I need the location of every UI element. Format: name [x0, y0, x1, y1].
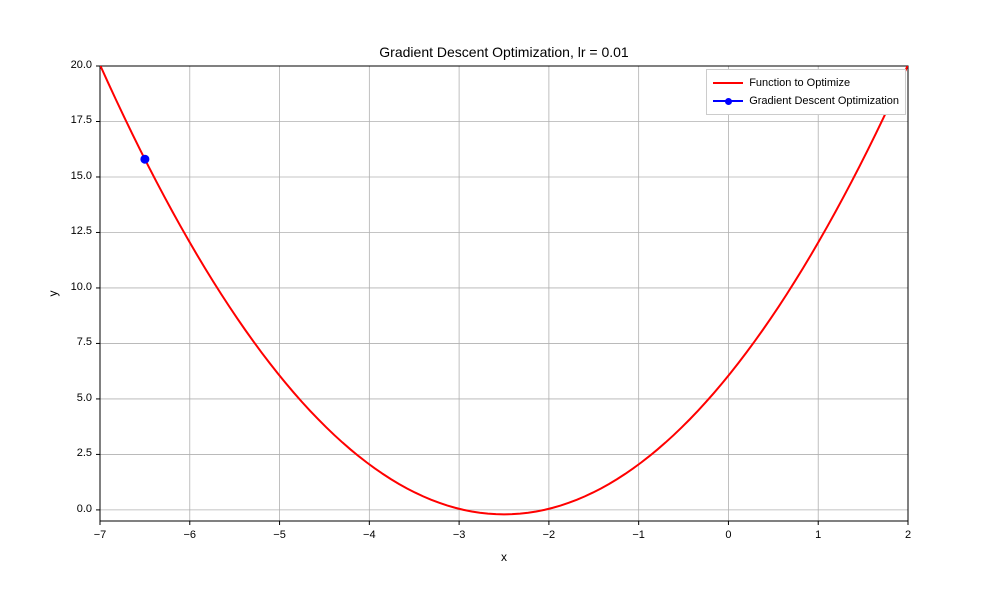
x-tick-label: −1: [619, 529, 659, 541]
x-tick-label: 1: [798, 529, 838, 541]
x-tick-label: 2: [888, 529, 928, 541]
x-tick-label: −3: [439, 529, 479, 541]
x-tick-label: −5: [260, 529, 300, 541]
x-tick-label: 0: [708, 529, 748, 541]
y-tick-label: 7.5: [58, 336, 92, 348]
legend-label: Function to Optimize: [749, 77, 850, 89]
y-tick-label: 10.0: [58, 281, 92, 293]
y-tick-label: 5.0: [58, 392, 92, 404]
figure: Gradient Descent Optimization, lr = 0.01…: [0, 0, 1000, 600]
x-axis-label: x: [100, 550, 908, 564]
y-tick-label: 12.5: [58, 225, 92, 237]
legend: Function to Optimize Gradient Descent Opt…: [706, 69, 906, 115]
x-tick-label: −6: [170, 529, 210, 541]
y-tick-label: 15.0: [58, 170, 92, 182]
legend-swatch: [713, 94, 743, 108]
y-tick-label: 20.0: [58, 59, 92, 71]
x-tick-label: −2: [529, 529, 569, 541]
legend-item: Function to Optimize: [713, 74, 899, 92]
y-tick-label: 17.5: [58, 114, 92, 126]
legend-swatch: [713, 76, 743, 90]
legend-label: Gradient Descent Optimization: [749, 95, 899, 107]
y-tick-label: 2.5: [58, 447, 92, 459]
y-tick-label: 0.0: [58, 503, 92, 515]
x-tick-label: −4: [349, 529, 389, 541]
x-tick-label: −7: [80, 529, 120, 541]
legend-item: Gradient Descent Optimization: [713, 92, 899, 110]
